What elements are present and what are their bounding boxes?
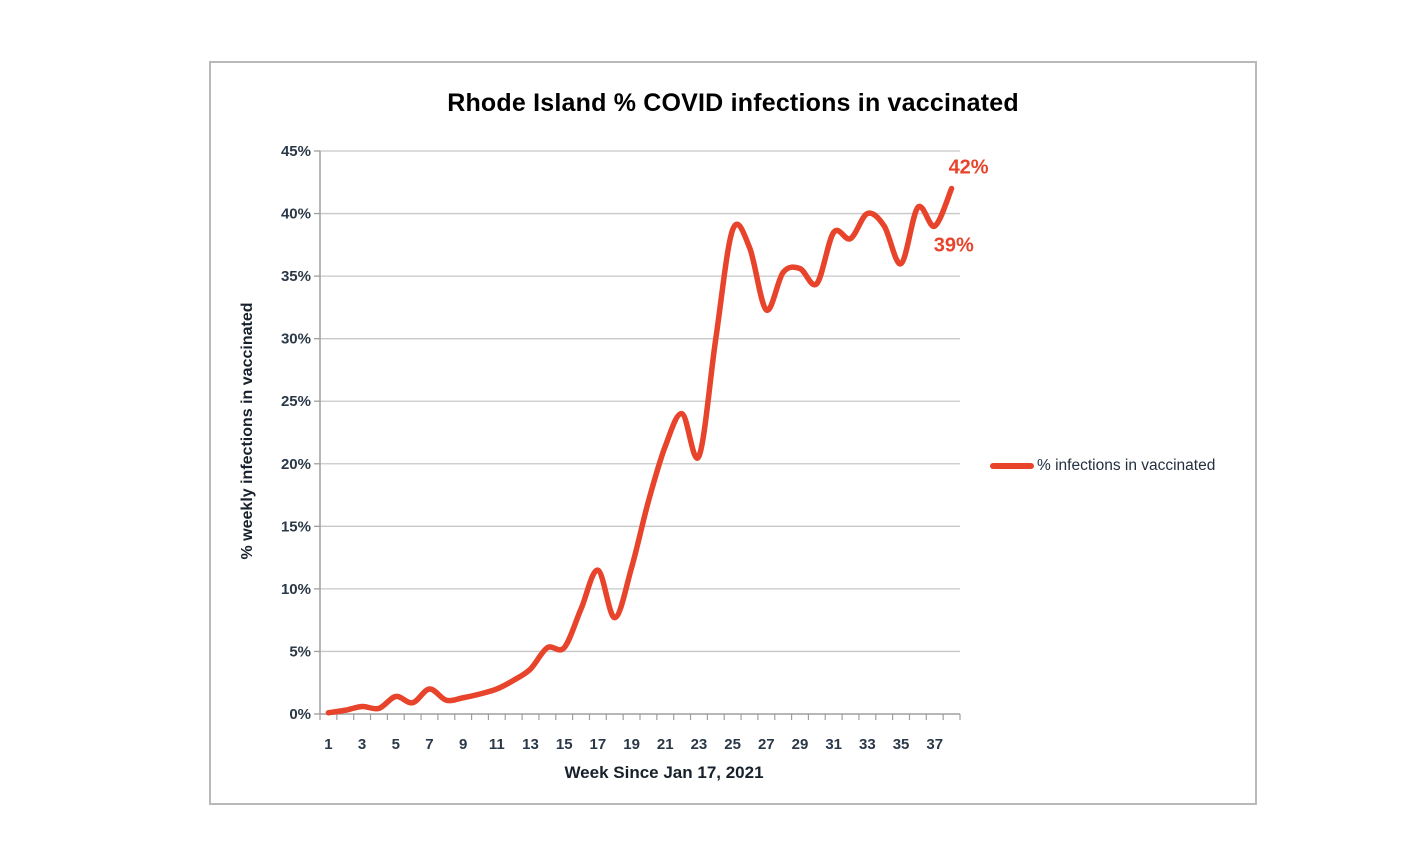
chart-card: Rhode Island % COVID infections in vacci… [209,61,1257,805]
y-axis-title: % weekly infections in vaccinated [239,302,256,560]
x-tick-label: 25 [724,736,741,753]
data-label-prev-point: 39% [933,234,974,257]
chart-title: Rhode Island % COVID infections in vacci… [447,89,1019,117]
x-tick-label: 27 [758,736,775,753]
plot-area: 0%5%10%15%20%25%30%35%40%45%1 3 5 7 9 11 13 15 1… [281,143,961,753]
y-tick-label: 5% [289,643,311,660]
x-tick-label: 31 [825,736,842,753]
x-tick-label: 11 [489,736,505,753]
x-tick-label: 23 [691,736,708,753]
x-tick-label: 9 [459,736,467,753]
y-tick-label: 15% [281,518,311,535]
y-tick-label: 20% [281,456,311,473]
x-tick-label: 17 [590,736,607,753]
x-axis-title: Week Since Jan 17, 2021 [564,763,764,782]
y-tick-label: 40% [281,206,311,223]
y-tick-label: 45% [281,143,311,160]
x-tick-label: 29 [792,736,809,753]
y-tick-label: 10% [281,581,311,598]
x-tick-label: 21 [657,736,674,753]
y-tick-label: 30% [281,331,311,348]
x-tick-label: 19 [623,736,640,753]
y-tick-label: 25% [281,393,311,410]
legend-line-swatch [990,463,1034,469]
data-label-last-point: 42% [948,156,989,179]
x-tick-label: 15 [556,736,573,753]
y-tick-label: 35% [281,268,311,285]
x-tick-label: 13 [522,736,539,753]
legend-label: % infections in vaccinated [1037,457,1216,474]
series-line [325,185,955,716]
y-tick-label: 0% [289,706,311,723]
x-tick-label: 37 [926,736,943,753]
x-tick-label: 33 [859,736,876,753]
x-tick-label: 35 [893,736,910,753]
x-tick-label: 5 [392,736,400,753]
x-tick-label: 3 [358,736,366,753]
x-tick-label: 1 [324,736,332,753]
legend: % infections in vaccinated [990,457,1215,475]
x-tick-label: 7 [425,736,433,753]
